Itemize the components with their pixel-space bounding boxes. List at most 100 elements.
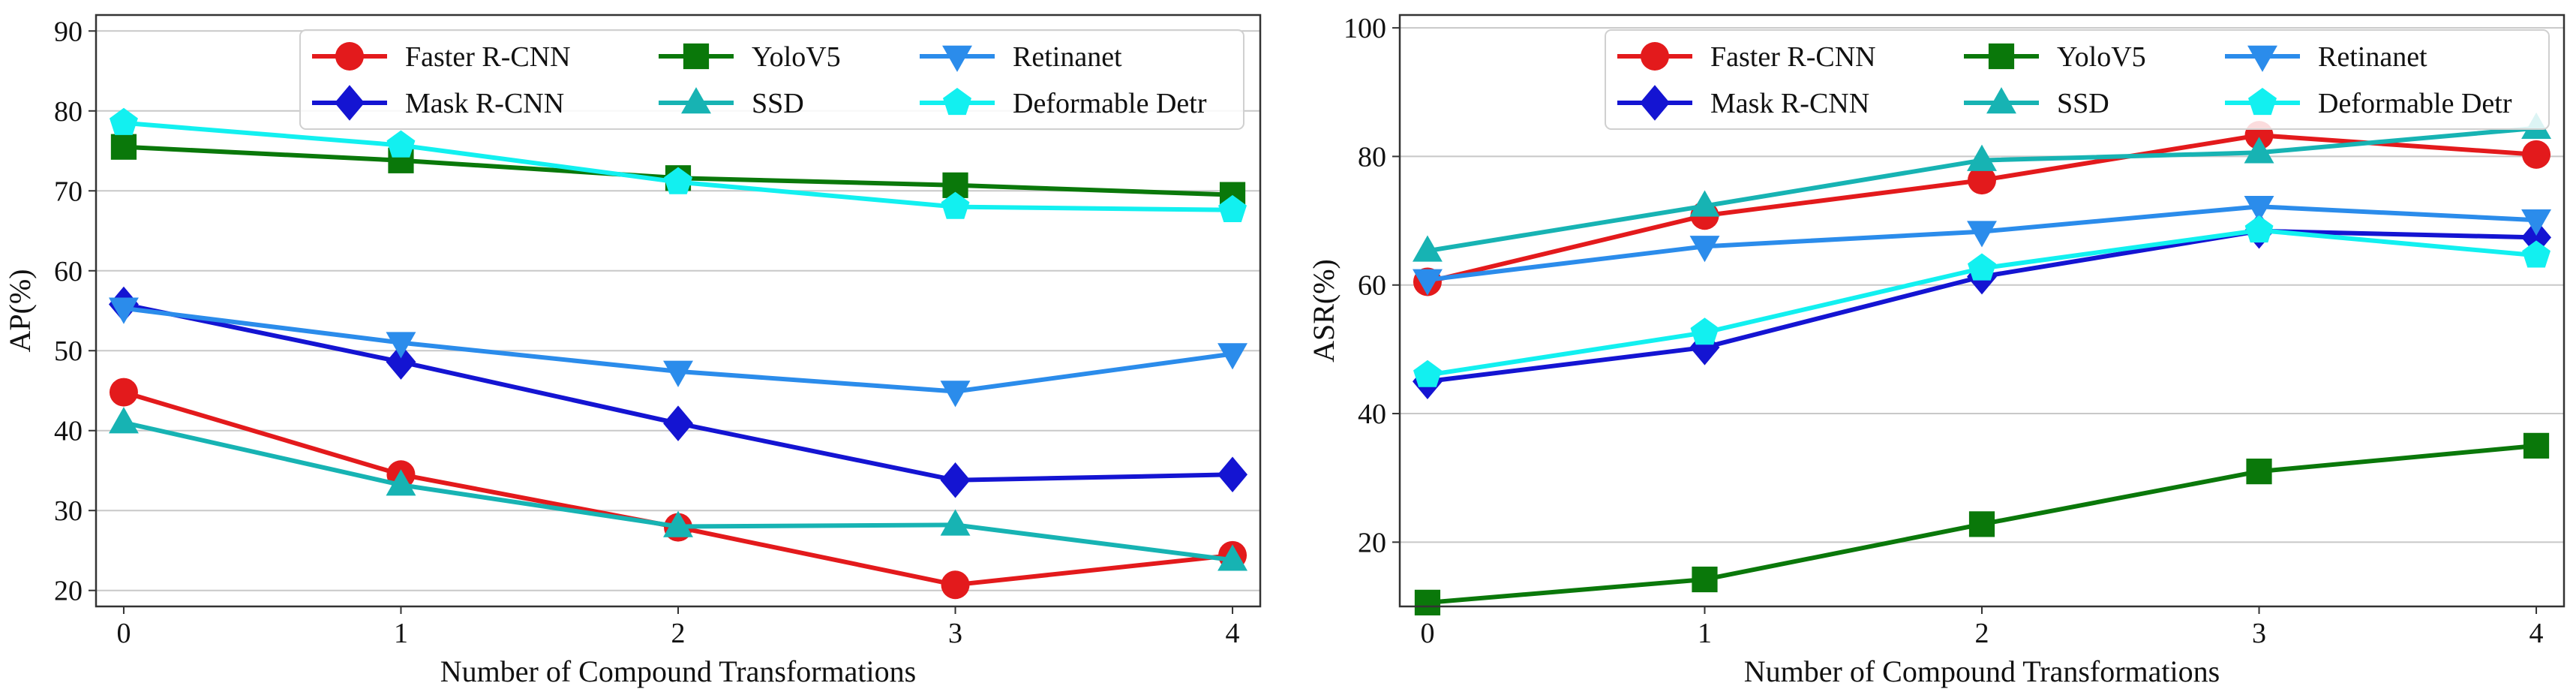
chart1-point-deformable-detr (386, 130, 416, 158)
chart2-legend-label: YoloV5 (2057, 41, 2146, 73)
chart1-y-ticks: 20 30 40 50 60 70 80 90 (54, 16, 96, 607)
chart2-y-tick-label: 100 (1344, 13, 1386, 44)
chart2-point-yolov5 (2246, 459, 2272, 485)
chart2-x-tick-label: 4 (2529, 618, 2544, 649)
chart2-point-yolov5 (1692, 566, 1718, 593)
chart1-series-retinanet (109, 297, 1247, 408)
chart1-point-mask-r-cnn (386, 344, 416, 380)
chart1-point-deformable-detr (941, 191, 970, 219)
chart2-x-ticks: 0 1 2 3 4 (1420, 606, 2544, 649)
chart1-point-mask-r-cnn (1217, 456, 1247, 493)
chart1-legend-marker (335, 85, 365, 121)
chart2-legend-label: SSD (2057, 88, 2109, 119)
chart2-point-ssd (1413, 235, 1443, 262)
chart2-legend-entry-ssd: SSD (1964, 87, 2109, 119)
chart1-legend: Faster R-CNN Mask R-CNN YoloV5 SSD Retinanet… (299, 29, 1244, 130)
chart2-x-axis-label: Number of Compound Transformations (1744, 654, 2220, 688)
chart1-y-tick-label: 50 (54, 335, 83, 367)
chart1-point-ssd (1217, 544, 1247, 571)
chart1-legend-entry-retinanet: Retinanet (920, 41, 1122, 73)
chart1-point-retinanet (940, 381, 971, 408)
chart2-point-retinanet (1413, 269, 1443, 296)
chart2-x-tick-label: 1 (1698, 618, 1712, 649)
chart2-legend-entry-faster-r-cnn: Faster R-CNN (1617, 41, 1876, 73)
chart1-legend-label: YoloV5 (752, 41, 841, 73)
chart1-y-tick-label: 70 (54, 176, 83, 207)
chart2-legend-label: Mask R-CNN (1710, 88, 1869, 119)
chart2-point-retinanet (2244, 195, 2274, 223)
chart1-x-tick-label: 0 (116, 618, 131, 649)
chart2-series-yolov5 (1414, 432, 2550, 615)
chart2-point-deformable-detr (2522, 240, 2550, 268)
chart2-point-retinanet (1689, 236, 1720, 263)
chart1-legend-label: Retinanet (1013, 41, 1122, 73)
chart1-x-tick-label: 3 (948, 618, 962, 649)
chart2-series (1413, 112, 2551, 615)
chart1-legend-entry-ssd: SSD (659, 87, 804, 119)
chart2-point-deformable-detr (1690, 317, 1719, 345)
chart1-point-retinanet (109, 297, 139, 324)
chart1-y-tick-label: 60 (54, 256, 83, 287)
chart1-y-tick-label: 40 (54, 416, 83, 447)
chart1-point-faster-r-cnn (109, 378, 138, 407)
chart1-x-tick-label: 1 (394, 618, 408, 649)
chart2-legend-marker (2247, 45, 2277, 72)
chart1-plot-frame (95, 14, 1262, 608)
chart1-y-tick-label: 80 (54, 96, 83, 128)
chart1-point-deformable-detr (110, 107, 138, 135)
chart1-x-axis-label: Number of Compound Transformations (440, 654, 916, 688)
chart2-legend-entry-mask-r-cnn: Mask R-CNN (1617, 85, 1869, 121)
chart2-legend-marker (1640, 85, 1670, 121)
chart1-point-mask-r-cnn (663, 405, 693, 441)
chart1-panel: 20 30 40 50 60 70 80 90 0 1 2 3 4 Number of Compound … (3, 14, 1262, 688)
chart2-point-ssd (2244, 137, 2274, 164)
chart1-series-mask-r-cnn (109, 286, 1247, 498)
chart2-series-ssd (1413, 112, 2551, 262)
chart2-point-yolov5 (1414, 589, 1441, 615)
chart2-point-yolov5 (1968, 511, 1995, 537)
chart2-point-faster-r-cnn (1968, 166, 1996, 195)
chart1-legend-label: Deformable Detr (1013, 88, 1207, 119)
chart1-legend-label: SSD (752, 88, 804, 119)
chart2-point-retinanet (1967, 221, 1997, 248)
chart2-y-tick-label: 80 (1358, 141, 1386, 173)
chart2-panel: 20 40 60 80 100 0 1 2 3 4 Number of Compound Trans… (1307, 13, 2565, 688)
chart1-point-ssd (940, 509, 971, 536)
chart2-y-tick-label: 60 (1358, 270, 1386, 302)
chart1-x-tick-label: 4 (1226, 618, 1240, 649)
chart1-legend-entry-faster-r-cnn: Faster R-CNN (312, 41, 571, 73)
chart1-point-mask-r-cnn (940, 462, 971, 498)
chart1-point-yolov5 (110, 134, 137, 160)
chart2-point-yolov5 (2523, 432, 2550, 459)
chart2-point-faster-r-cnn (2522, 140, 2551, 169)
chart2-legend-label: Deformable Detr (2318, 88, 2512, 119)
chart2-y-tick-label: 40 (1358, 399, 1386, 430)
chart1-point-retinanet (663, 360, 693, 387)
chart2-point-deformable-detr (1968, 253, 1996, 281)
chart2-legend-entry-yolov5: YoloV5 (1964, 41, 2146, 73)
chart2-point-deformable-detr (1413, 360, 1442, 387)
chart2-point-ssd (1967, 144, 1997, 171)
chart2-legend-marker (1988, 43, 2015, 70)
chart2-y-tick-label: 20 (1358, 527, 1386, 558)
chart2-legend-marker (1986, 87, 2016, 114)
chart2-legend-entry-deformable-detr: Deformable Detr (2225, 88, 2512, 119)
chart2-series-retinanet (1413, 195, 2551, 296)
chart2-x-tick-label: 3 (2252, 618, 2266, 649)
chart1-point-retinanet (1217, 343, 1247, 370)
chart1-point-ssd (663, 510, 693, 537)
chart2-legend-marker (2248, 88, 2277, 116)
chart2-y-ticks: 20 40 60 80 100 (1344, 13, 1400, 558)
chart1-legend-entry-yolov5: YoloV5 (659, 41, 841, 73)
chart2-legend-label: Retinanet (2318, 41, 2427, 73)
chart1-legend-label: Mask R-CNN (405, 88, 564, 119)
chart1-point-deformable-detr (1218, 194, 1247, 222)
chart2-series-deformable-detr (1413, 215, 2550, 387)
chart2-point-ssd (1689, 190, 1720, 217)
chart1-y-axis-label: AP(%) (3, 269, 37, 352)
chart1-point-deformable-detr (664, 167, 692, 194)
chart1-series (109, 107, 1247, 600)
chart1-legend-marker (942, 45, 972, 72)
chart1-y-tick-label: 90 (54, 16, 83, 47)
